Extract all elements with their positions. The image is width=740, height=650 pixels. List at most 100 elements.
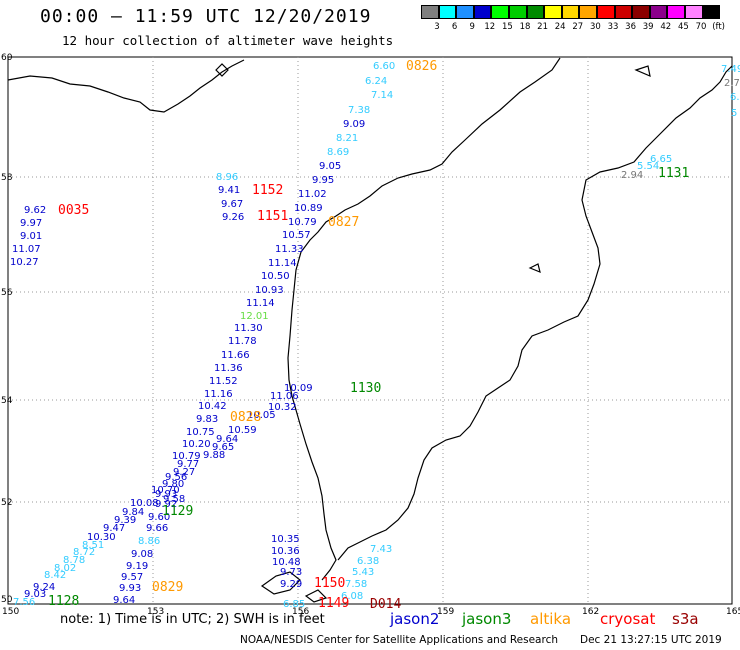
pass-time-label: 0035 [58,203,89,218]
legend-swatch [632,5,650,19]
wave-height-value: 9.95 [312,175,334,186]
legend-label: 42 [660,22,672,32]
pass-time-label: 1130 [350,381,381,396]
legend-label: 6 [451,22,458,32]
lon-tick-label: 159 [437,607,454,617]
pass-time-label: 1150 [314,576,345,591]
wave-height-value: 10.05 [247,410,276,421]
wave-height-value: 10.93 [255,285,284,296]
wave-height-value: 9.73 [280,567,302,578]
wave-height-value: 9.66 [146,523,168,534]
legend-label: 12 [484,22,496,32]
islet-3 [634,65,651,78]
wave-height-value: 9.26 [222,212,244,223]
lat-tick-label: 50 [1,595,13,605]
satellite-name-cryosat: cryosat [600,610,656,628]
legend-label: 21 [537,22,548,32]
wave-height-value: 7.14 [371,90,393,101]
pass-time-label: 1152 [252,183,283,198]
wave-height-value: 9.58 [163,494,185,505]
lon-tick-label: 150 [2,607,19,617]
legend-label: 15 [501,22,513,32]
wave-height-value: 9.24 [33,582,55,593]
map-title: 00:00 — 11:59 UTC 12/20/2019 [40,6,372,27]
wave-height-value: 9.56 [165,472,187,483]
legend-swatch [649,5,668,19]
map-frame [7,56,733,605]
wave-height-value: 7.58 [345,579,367,590]
wave-height-value: 8.51 [82,540,104,551]
satellite-name-jason2: jason2 [390,610,440,628]
wave-height-value: 5 [731,108,737,119]
wave-height-value: 8.72 [73,547,95,558]
altimeter-labels: 6.60 0826 6.24 7.147.38 9.09 8.21 8.69 9.05 9.95… [10,59,740,612]
wave-height-value: 10.36 [271,546,300,557]
map-subtitle: 12 hour collection of altimeter wave hei… [62,33,394,48]
kamchatka-east-coast [337,65,733,561]
axis-tick-labels: 150 153 156 159 162 165 60 58 56 54 52 50 [1,53,740,617]
wave-height-value: 10.59 [228,425,257,436]
wave-height-value: 11.02 [298,189,327,200]
wave-height-value: 6.08 [341,591,363,602]
wave-height-value: 9.65 [212,442,234,453]
lon-tick-label: 156 [292,607,309,617]
wave-height-value: 10.27 [10,257,39,268]
wave-height-value: 6. [730,92,740,103]
pass-time-label: 1151 [257,209,288,224]
wave-height-value: 8.21 [336,133,358,144]
footer-note: note: 1) Time is in UTC; 2) SWH is in fe… [60,612,325,627]
pass-time-label: 0829 [152,580,183,595]
wave-height-value: 9.88 [203,450,225,461]
wave-height-value: 11.14 [268,258,297,269]
legend-label: 3 [434,22,440,32]
lat-lon-grid [8,57,732,604]
pass-time-label: 1149 [318,596,349,611]
lon-tick-label: 165 [726,607,740,617]
legend-swatch [473,5,492,19]
legend-label: 18 [519,22,531,32]
wave-height-value: 9.09 [343,119,365,130]
legend-swatch [438,5,457,19]
credit-line: NOAA/NESDIS Center for Satellite Applica… [240,634,558,646]
wave-height-value: 10.79 [172,451,201,462]
legend-label: 27 [572,22,584,32]
wave-height-value: 8.42 [44,570,66,581]
wave-height-value: 10.50 [261,271,290,282]
kamchatka-coast [287,57,561,581]
wave-height-value: 9.64 [216,434,238,445]
wave-height-value: 2.94 [621,170,643,181]
legend-swatch [614,5,633,19]
pass-time-label: D014 [370,597,401,612]
legend-swatch [702,5,721,19]
legend-swatch [561,5,580,19]
pass-time-label: 0828 [230,410,261,425]
wave-height-value: 9.80 [162,479,184,490]
wave-height-value: 10.89 [294,203,323,214]
legend-swatch [456,5,474,19]
wave-height-value: 10.20 [182,439,211,450]
wave-height-value: 9.67 [221,199,243,210]
legend-label: 24 [554,22,566,32]
kuril-island-2 [304,589,328,603]
pass-time-label: 1131 [658,166,689,181]
islet-2 [528,263,541,273]
wave-height-value: 9.92 [155,499,177,510]
wave-height-value: 11.14 [246,298,275,309]
coastline [7,57,733,603]
wave-height-value: 6.60 [373,61,395,72]
legend-swatch [526,5,545,19]
wave-height-value: 10.35 [271,534,300,545]
lon-tick-label: 162 [582,607,599,617]
legend-label: 70 [695,22,707,32]
wave-height-value: 12.01 [240,311,269,322]
wave-height-value: 9.93 [155,489,177,500]
pass-time-label: 1128 [48,594,79,609]
wave-height-value: 9.57 [121,572,143,583]
wave-height-value: 10.57 [282,230,311,241]
pass-time-label: 1129 [162,504,193,519]
satellite-name-jason3: jason3 [462,610,512,628]
wave-height-value: 10.09 [284,383,313,394]
pass-time-label: 0827 [328,215,359,230]
satellite-name-s3a: s3a [672,610,699,628]
